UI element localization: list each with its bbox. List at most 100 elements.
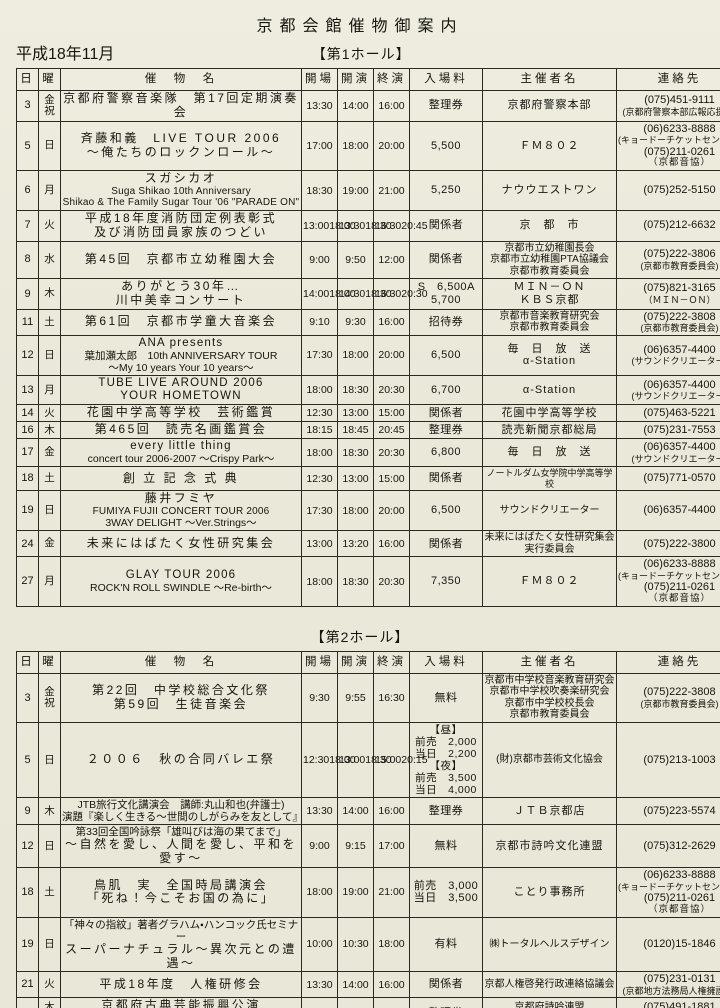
cell-end-time: 16:00 bbox=[373, 797, 410, 826]
cell-contact: (075)213-1003 bbox=[616, 721, 720, 799]
cell-organizer: ㈱トータルヘルスデザイン bbox=[482, 916, 617, 973]
cell-admission-fee: 招待券 bbox=[409, 308, 483, 336]
table-row: 18 土創 立 記 念 式 典 12:30 13:00 15:00 関係者 ノートルダム女学… bbox=[16, 466, 720, 491]
cell-event-name: 第45回 京都市立幼稚園大会 bbox=[60, 240, 302, 280]
table-row: 21 火平成18年度 人権研修会 13:30 14:00 16:00 関係者 京都人権啓発行… bbox=[16, 971, 720, 999]
cell-open-time: 9:00 bbox=[301, 240, 338, 280]
table-row: 23木祝京都府古典芸能振興公演平成18年度 吟詠・剣詩舞道祭9:009:2016… bbox=[16, 997, 720, 1008]
cell-day: 8 bbox=[16, 240, 39, 280]
col-header-contact: 連絡先 bbox=[616, 68, 720, 91]
col-header-organizer: 主催者名 bbox=[482, 650, 617, 674]
cell-event-name: every little thing concert tour 2006-2007… bbox=[60, 437, 302, 468]
cell-day-of-week: 木 bbox=[38, 278, 61, 310]
cell-open-time: 18:15 bbox=[301, 421, 338, 439]
cell-day: 18 bbox=[16, 466, 39, 491]
cell-end-time: 16:30 bbox=[373, 997, 410, 1008]
cell-day: 13 bbox=[16, 374, 39, 406]
cell-day-of-week: 土 bbox=[38, 308, 61, 336]
table-row: 24 金未来にはばたく女性研究集会 13:00 13:20 16:00 関係者 未来にはばた… bbox=[16, 530, 720, 558]
hall2-rows-body: 3 金祝 第22回 中学校総合文化祭 第59回 生徒音楽会 9:30 9:55 16:30 無… bbox=[16, 672, 720, 1008]
cell-event-name: 未来にはばたく女性研究集会 bbox=[60, 530, 302, 558]
cell-organizer: ＦＭ８０２ bbox=[482, 120, 617, 172]
cell-organizer: 京都人権啓発行政連絡協議会 bbox=[482, 971, 617, 999]
cell-open-time: 12:30 bbox=[301, 404, 338, 423]
col-header-dow: 曜 bbox=[38, 650, 61, 674]
cell-day: 5 bbox=[16, 721, 39, 799]
col-header-contact: 連絡先 bbox=[616, 650, 720, 674]
cell-open-time: 13:30 bbox=[301, 90, 338, 122]
cell-end-time: 16:00 bbox=[373, 971, 410, 999]
cell-start-time: 14:00 bbox=[337, 797, 374, 826]
cell-open-time: 18:00 bbox=[301, 556, 338, 607]
cell-contact: (075)231-7553 bbox=[616, 421, 720, 439]
cell-day-of-week: 木 bbox=[38, 797, 61, 826]
cell-end-time: 20:30 bbox=[373, 556, 410, 607]
cell-day: 14 bbox=[16, 404, 39, 423]
cell-organizer: 京都市立幼稚園長会 京都市立幼稚園PTA協議会 京都市教育委員会 bbox=[482, 240, 617, 280]
cell-day: 9 bbox=[16, 278, 39, 310]
col-header-organizer: 主催者名 bbox=[482, 68, 617, 91]
cell-day-of-week: 月 bbox=[38, 374, 61, 406]
cell-start-time: 14:3018:30 bbox=[337, 278, 392, 310]
table-row: 18 土鳥肌 実 全国時局講演会 「死ね！今こそお国の為に」 18:00 19:00 21… bbox=[16, 867, 720, 918]
cell-open-time: 14:0018:00 bbox=[301, 278, 356, 310]
table-row: 5 日斉藤和義 LIVE TOUR 2006 ～俺たちのロックンロール～ 17:00 1… bbox=[16, 120, 720, 172]
cell-event-name: ANA presents 葉加瀬太郎 10th ANNIVERSARY TOUR ～… bbox=[60, 334, 302, 376]
cell-day: 7 bbox=[16, 209, 39, 242]
cell-organizer: 毎 日 放 送 bbox=[482, 437, 617, 468]
cell-day-of-week: 金 bbox=[38, 437, 61, 468]
cell-end-time: 20:00 bbox=[373, 334, 410, 376]
cell-event-name: GLAY TOUR 2006 ROCK'N ROLL SWINDLE ～Re-bi… bbox=[60, 556, 302, 607]
cell-open-time: 12:3018:00 bbox=[301, 721, 356, 799]
cell-open-time: 18:30 bbox=[301, 170, 338, 211]
cell-organizer: (財)京都市芸術文化協会 bbox=[482, 721, 617, 799]
cell-contact: (075)463-5221 bbox=[616, 404, 720, 423]
cell-start-time: 9:15 bbox=[337, 824, 374, 869]
cell-organizer: 読売新聞京都総局 bbox=[482, 421, 617, 439]
cell-day-of-week: 水 bbox=[38, 240, 61, 280]
cell-admission-fee: 前売 3,000当日 3,500 bbox=[409, 867, 483, 918]
cell-event-name: JTB旅行文化講演会 講師:丸山和也(弁護士) 演題『楽しく生きる～世間のしがらみ… bbox=[60, 797, 303, 826]
cell-start-time: 18:00 bbox=[337, 120, 374, 172]
cell-day: 3 bbox=[16, 672, 39, 723]
cell-open-time: 13:0018:00 bbox=[301, 209, 356, 242]
cell-start-time: 9:55 bbox=[337, 672, 374, 723]
cell-admission-fee: 整理券 bbox=[409, 90, 483, 122]
cell-start-time: 19:00 bbox=[337, 867, 374, 918]
cell-end-time: 12:00 bbox=[373, 240, 410, 280]
cell-start-time: 13:00 bbox=[337, 404, 374, 423]
cell-day: 23 bbox=[16, 997, 39, 1008]
cell-open-time: 12:30 bbox=[301, 466, 338, 491]
cell-end-time: 20:30 bbox=[373, 374, 410, 406]
cell-start-time: 14:00 bbox=[337, 90, 374, 122]
table-row: 19 日「神々の指紋」著者グラハム・ハンコック氏セミナー スーパーナチュラル～異次元… bbox=[16, 916, 720, 973]
col-header-name: 催 物 名 bbox=[60, 68, 302, 91]
cell-organizer: ＦＭ８０２ bbox=[482, 556, 617, 607]
cell-admission-fee: 関係者 bbox=[409, 530, 483, 558]
cell-start-time: 13:20 bbox=[337, 530, 374, 558]
cell-end-time: 20:00 bbox=[373, 489, 410, 532]
cell-admission-fee: 5,500 bbox=[409, 120, 483, 172]
cell-organizer: 京 都 市 bbox=[482, 209, 617, 242]
cell-organizer: 京都府警察本部 bbox=[482, 90, 617, 122]
cell-start-time: 9:20 bbox=[337, 997, 374, 1008]
cell-admission-fee: 6,800 bbox=[409, 437, 483, 468]
cell-contact: (075)821-3165 （ＭＩＮ－ＯＮ） bbox=[616, 278, 720, 310]
cell-day: 6 bbox=[16, 170, 39, 211]
hall1-schedule-table: 日 曜 催 物 名 開場 開演 終演 入場料 主催者名 連絡先 3 金祝 京都府警察… bbox=[16, 68, 720, 607]
cell-day-of-week: 日 bbox=[38, 824, 61, 869]
table-row: 12 日第33回全国吟詠祭「雄叫びは海の果てまで」 ～自然を愛し、人間を愛し、平和を… bbox=[16, 824, 720, 869]
cell-contact: (06)6233-8888(キョードーチケットセンター)(075)211-026… bbox=[616, 120, 720, 172]
cell-start-time: 14:00 bbox=[337, 971, 374, 999]
cell-contact: (0120)15-1846 bbox=[616, 916, 720, 973]
cell-end-time: 15:00 bbox=[373, 404, 410, 423]
cell-open-time: 17:00 bbox=[301, 120, 338, 172]
cell-organizer: 京都市中学校音楽教育研究会 京都市中学校吹奏楽研究会 京都市中学校校長会 京都市教育委… bbox=[482, 672, 617, 723]
cell-day-of-week: 金祝 bbox=[38, 672, 61, 723]
cell-day: 5 bbox=[16, 120, 39, 172]
period-label: 平成18年11月 bbox=[16, 46, 115, 63]
col-header-end: 終演 bbox=[373, 650, 410, 674]
cell-open-time: 9:30 bbox=[301, 672, 338, 723]
col-header-fee: 入場料 bbox=[409, 650, 483, 674]
